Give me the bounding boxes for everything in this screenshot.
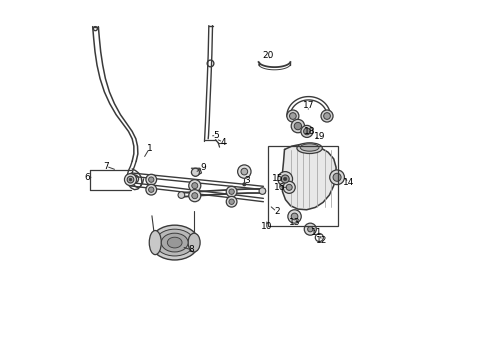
Circle shape bbox=[304, 128, 310, 135]
Circle shape bbox=[281, 175, 289, 183]
Text: 14: 14 bbox=[343, 178, 354, 187]
Circle shape bbox=[146, 184, 157, 195]
Text: 18: 18 bbox=[303, 127, 315, 136]
Circle shape bbox=[192, 193, 198, 199]
Circle shape bbox=[330, 170, 344, 185]
Text: 7: 7 bbox=[103, 162, 109, 171]
Ellipse shape bbox=[167, 237, 182, 248]
Text: 12: 12 bbox=[317, 237, 328, 246]
Circle shape bbox=[148, 187, 154, 192]
Circle shape bbox=[259, 188, 266, 194]
Text: 15: 15 bbox=[272, 175, 284, 184]
Text: 17: 17 bbox=[303, 102, 315, 111]
Text: 10: 10 bbox=[261, 222, 272, 231]
Circle shape bbox=[290, 113, 296, 120]
Text: 1: 1 bbox=[147, 144, 152, 153]
Circle shape bbox=[241, 168, 247, 175]
Circle shape bbox=[288, 210, 301, 223]
Text: 11: 11 bbox=[311, 228, 323, 237]
Circle shape bbox=[229, 199, 234, 204]
Polygon shape bbox=[282, 144, 336, 210]
Text: 3: 3 bbox=[244, 176, 249, 185]
Ellipse shape bbox=[161, 233, 188, 252]
Text: 5: 5 bbox=[214, 131, 220, 140]
Circle shape bbox=[294, 122, 301, 130]
Circle shape bbox=[189, 180, 201, 192]
Circle shape bbox=[291, 120, 305, 133]
Circle shape bbox=[308, 226, 313, 232]
Circle shape bbox=[287, 110, 299, 122]
Text: 4: 4 bbox=[220, 138, 226, 147]
Circle shape bbox=[284, 177, 287, 181]
Circle shape bbox=[148, 177, 154, 182]
Text: 19: 19 bbox=[314, 132, 325, 141]
Circle shape bbox=[189, 190, 201, 202]
Circle shape bbox=[226, 186, 237, 197]
Text: 2: 2 bbox=[274, 207, 280, 216]
Circle shape bbox=[324, 113, 330, 120]
Circle shape bbox=[283, 181, 295, 193]
Circle shape bbox=[304, 223, 317, 235]
Circle shape bbox=[178, 192, 185, 198]
Circle shape bbox=[192, 168, 199, 176]
Bar bbox=[268, 146, 338, 226]
Text: 16: 16 bbox=[274, 183, 286, 192]
Circle shape bbox=[124, 174, 137, 186]
Text: 8: 8 bbox=[189, 246, 195, 255]
Circle shape bbox=[291, 213, 298, 220]
Circle shape bbox=[321, 110, 333, 122]
Circle shape bbox=[129, 178, 132, 181]
Text: 9: 9 bbox=[200, 163, 206, 172]
Circle shape bbox=[146, 174, 157, 185]
Ellipse shape bbox=[149, 230, 161, 255]
Text: 6: 6 bbox=[85, 173, 91, 182]
Text: 20: 20 bbox=[262, 50, 273, 59]
Circle shape bbox=[243, 183, 245, 186]
Circle shape bbox=[278, 172, 293, 186]
Circle shape bbox=[226, 196, 237, 207]
Text: 13: 13 bbox=[289, 218, 300, 227]
Circle shape bbox=[192, 183, 198, 189]
Circle shape bbox=[238, 165, 251, 178]
Circle shape bbox=[301, 125, 313, 138]
Circle shape bbox=[127, 176, 134, 183]
Ellipse shape bbox=[188, 233, 200, 252]
Ellipse shape bbox=[150, 225, 199, 260]
Ellipse shape bbox=[297, 143, 322, 153]
Circle shape bbox=[286, 184, 292, 190]
Circle shape bbox=[333, 173, 341, 181]
Ellipse shape bbox=[155, 229, 194, 256]
Ellipse shape bbox=[300, 144, 319, 151]
Circle shape bbox=[229, 189, 234, 194]
